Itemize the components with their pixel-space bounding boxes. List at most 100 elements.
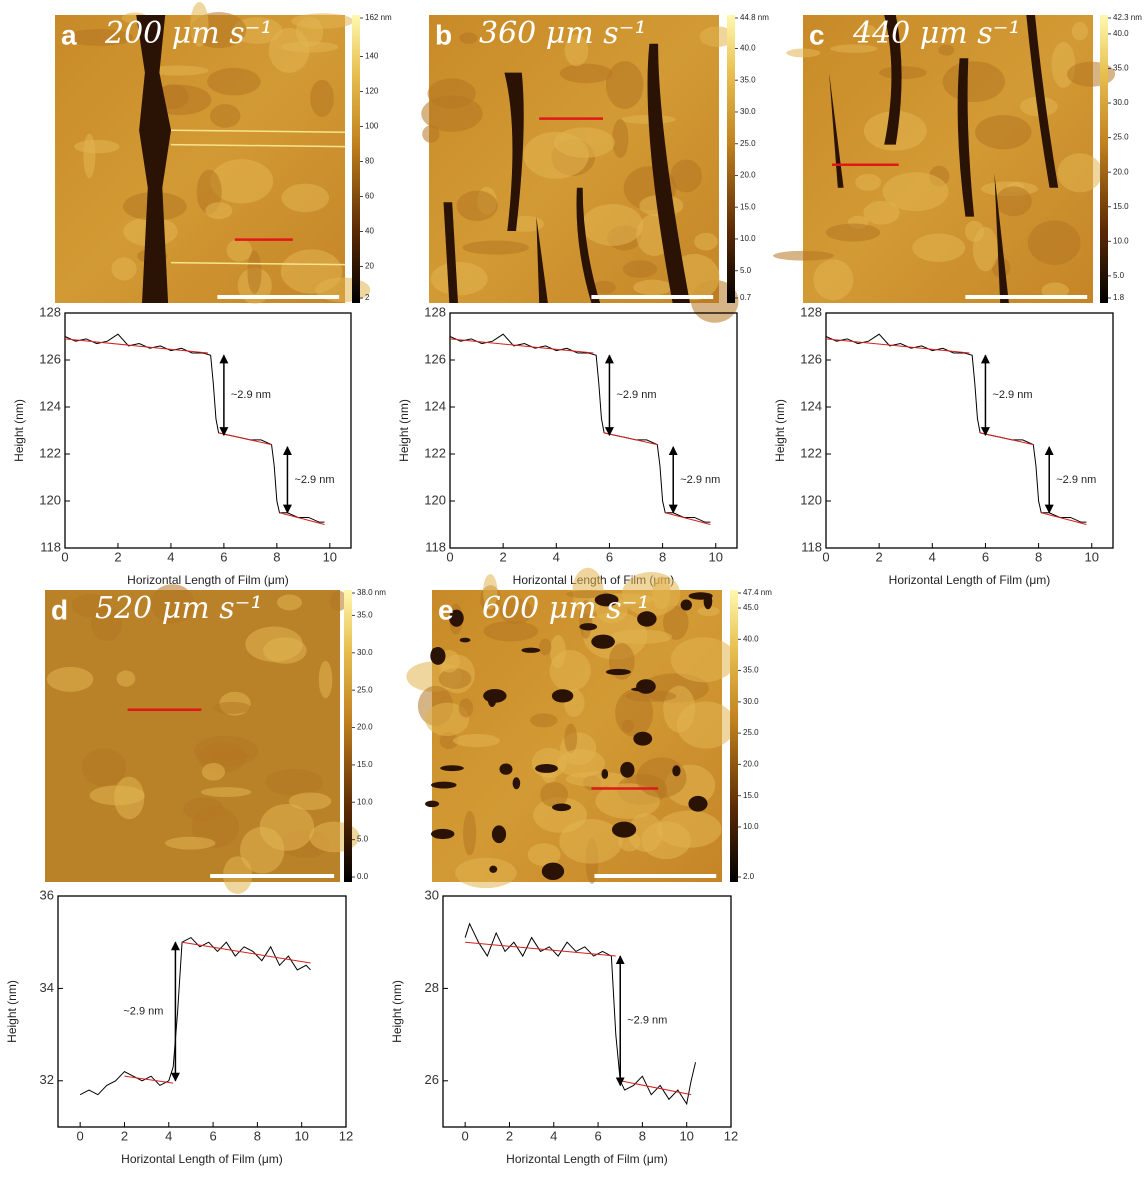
panel-label: c <box>809 19 825 50</box>
colorbar <box>344 590 352 882</box>
afm-terrace <box>329 590 348 612</box>
afm-terrace <box>438 668 472 689</box>
afm-terrace <box>697 606 720 616</box>
colorbar-tick-label: 40.0 <box>1113 29 1129 38</box>
x-tick-label: 2 <box>500 549 507 564</box>
afm-hole <box>535 763 558 773</box>
afm-terrace <box>863 200 900 225</box>
afm-terrace <box>1071 22 1089 41</box>
x-tick-label: 8 <box>659 549 666 564</box>
x-tick-label: 8 <box>1035 549 1042 564</box>
x-tick-label: 6 <box>209 1128 216 1143</box>
afm-terrace <box>209 104 241 128</box>
panel-label: b <box>435 19 452 50</box>
afm-crack <box>1026 15 1059 188</box>
y-axis-label: Height (nm) <box>12 399 26 462</box>
afm-hole <box>521 647 541 653</box>
afm-terrace <box>421 95 483 132</box>
y-tick-label: 30 <box>425 887 439 902</box>
afm-terrace <box>595 783 661 819</box>
colorbar-tick-label: 20.0 <box>743 760 759 769</box>
afm-terrace <box>656 810 722 848</box>
afm-terrace <box>71 593 111 618</box>
afm-terrace <box>1041 282 1069 299</box>
colorbar-tick-label: 15.0 <box>743 791 759 800</box>
x-tick-label: 4 <box>167 549 174 564</box>
colorbar <box>730 590 738 882</box>
afm-terrace <box>550 635 566 669</box>
y-tick-label: 124 <box>424 398 446 413</box>
colorbar-tick-label: 40 <box>365 227 374 236</box>
colorbar-tick-label: 30.0 <box>1113 98 1129 107</box>
colorbar-tick-label: 47.4 nm <box>743 588 772 597</box>
colorbar-tick-label: 20.0 <box>357 723 373 732</box>
colorbar-tick-label: 42.3 nm <box>1113 13 1142 22</box>
y-tick-label: 128 <box>39 304 61 319</box>
panel-label: d <box>51 594 68 625</box>
colorbar-tick-label: 25.0 <box>740 139 756 148</box>
colorbar-tick-label: 1.8 <box>1113 293 1125 302</box>
colorbar-tick-label: 30.0 <box>740 107 756 116</box>
colorbar-tick-label: 162 nm <box>365 13 392 22</box>
x-tick-label: 12 <box>724 1128 738 1143</box>
x-tick-label: 10 <box>1085 549 1099 564</box>
plot-frame <box>64 312 352 549</box>
afm-crack <box>136 15 171 303</box>
afm-terrace <box>458 698 474 718</box>
x-tick-label: 0 <box>822 549 829 564</box>
afm-hole <box>489 865 498 873</box>
colorbar-tick-label: 10.0 <box>1113 236 1129 245</box>
afm-crack <box>994 173 1009 303</box>
colorbar-tick-label: 40.0 <box>740 44 756 53</box>
y-tick-label: 28 <box>425 980 439 995</box>
x-axis-label: Horizontal Length of Film (μm) <box>127 573 289 587</box>
afm-hole <box>579 623 598 631</box>
x-tick-label: 0 <box>77 1128 84 1143</box>
afm-terrace <box>318 660 333 699</box>
afm-terrace <box>610 629 673 644</box>
afm-terrace <box>879 66 927 80</box>
afm-terrace <box>699 26 735 47</box>
afm-terrace <box>605 61 644 109</box>
afm-terrace <box>65 29 134 46</box>
afm-terrace <box>553 127 615 158</box>
afm-crack <box>647 43 690 304</box>
x-tick-label: 12 <box>339 1128 353 1143</box>
y-tick-label: 124 <box>39 398 61 413</box>
colorbar-tick-label: 45.0 <box>743 603 759 612</box>
y-tick-label: 118 <box>40 539 61 554</box>
afm-hole <box>672 765 681 777</box>
afm-terrace <box>625 690 677 702</box>
profile-trace <box>124 941 311 1084</box>
afm-terrace <box>773 250 834 261</box>
panel-label: a <box>61 19 77 50</box>
afm-terrace <box>813 259 854 301</box>
afm-hole <box>594 593 619 607</box>
afm-terrace <box>912 233 966 262</box>
y-tick-label: 122 <box>39 445 61 460</box>
afm-terrace <box>456 190 498 222</box>
colorbar-tick-label: 38.0 nm <box>357 588 386 597</box>
colorbar-tick-label: 15.0 <box>740 202 756 211</box>
afm-terrace <box>499 598 533 625</box>
afm-terrace <box>564 723 578 754</box>
afm-terrace <box>527 843 561 867</box>
x-axis-label: Horizontal Length of Film (μm) <box>506 1152 668 1166</box>
colorbar-tick-label: 100 <box>365 122 379 131</box>
afm-terrace <box>452 734 501 748</box>
afm-terrace <box>226 238 253 262</box>
step-annotation: ~2.9 nm <box>123 1005 163 1017</box>
afm-image: a 200 μm s⁻¹ <box>55 2 371 304</box>
afm-terrace <box>459 32 478 44</box>
afm-terrace <box>116 670 136 687</box>
colorbar-tick-label: 80 <box>365 157 374 166</box>
y-tick-label: 126 <box>39 351 61 366</box>
colorbar-tick-label: 35.0 <box>357 611 373 620</box>
afm-image: c 440 μm s⁻¹ <box>773 15 1116 303</box>
colorbar-tick-label: 10.0 <box>357 797 373 806</box>
y-tick-label: 120 <box>424 492 446 507</box>
afm-terrace <box>938 44 955 56</box>
colorbar-tick-label: 30.0 <box>357 648 373 657</box>
colorbar-tick-label: 25.0 <box>1113 133 1129 142</box>
colorbar-tick-label: 15.0 <box>1113 202 1129 211</box>
